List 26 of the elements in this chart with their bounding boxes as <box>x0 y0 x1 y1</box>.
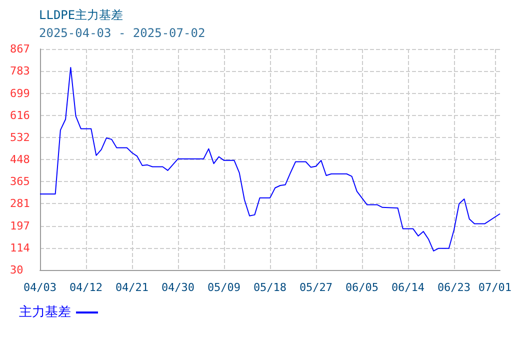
y-tick-label: 365 <box>10 175 30 188</box>
x-tick-label: 05/09 <box>207 281 241 294</box>
y-tick-label: 30 <box>10 264 24 276</box>
x-tick-label: 04/21 <box>115 281 149 294</box>
x-tick-label: 06/23 <box>437 281 471 294</box>
x-tick-label: 06/14 <box>391 281 425 294</box>
chart-subtitle: 2025-04-03 - 2025-07-02 <box>39 26 206 40</box>
y-tick-label: 197 <box>10 219 30 232</box>
y-tick-label: 281 <box>10 197 30 210</box>
x-tick-label: 07/01 <box>478 281 512 294</box>
y-tick-label: 783 <box>10 64 30 78</box>
y-tick-label: 532 <box>10 130 30 144</box>
y-tick-label: 867 <box>10 42 30 56</box>
legend-label: 主力基差 <box>19 304 71 320</box>
chart-title: LLDPE主力基差 <box>39 8 124 22</box>
x-tick-label: 04/30 <box>161 281 195 294</box>
x-tick-label: 04/03 <box>23 281 57 294</box>
y-tick-label: 114 <box>10 241 30 254</box>
x-tick-label: 06/05 <box>345 281 379 294</box>
line-series <box>40 66 500 252</box>
y-tick-label: 616 <box>10 108 30 122</box>
y-tick-label: 448 <box>10 153 30 166</box>
x-tick-label: 05/18 <box>253 281 287 294</box>
y-tick-label: 699 <box>10 86 30 100</box>
x-tick-label: 04/12 <box>69 281 103 294</box>
x-tick-label: 05/27 <box>299 281 333 294</box>
